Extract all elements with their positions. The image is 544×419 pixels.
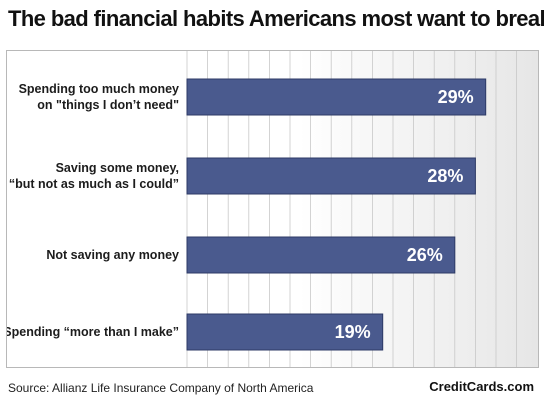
bar-1 bbox=[186, 78, 487, 116]
bar-4 bbox=[186, 313, 384, 351]
chart-title: The bad financial habits Americans most … bbox=[8, 6, 544, 31]
plot-area: 29% Spending too much money on "things I d… bbox=[6, 50, 539, 368]
bar-chart: 29% Spending too much money on "things I d… bbox=[7, 51, 518, 367]
category-label-1-line-1: Spending too much money bbox=[19, 82, 179, 96]
value-label-3: 26% bbox=[407, 245, 443, 265]
source-note: Source: Allianz Life Insurance Company o… bbox=[8, 381, 314, 395]
category-label-3-line-1: Not saving any money bbox=[46, 248, 179, 262]
category-label-1-line-2: on "things I don’t need" bbox=[37, 98, 179, 112]
brand-logo-text: CreditCards.com bbox=[429, 379, 534, 394]
category-label-2-line-2: “but not as much as I could” bbox=[9, 177, 179, 191]
value-label-1: 29% bbox=[438, 87, 474, 107]
category-label-4-line-1: Spending “more than I make” bbox=[7, 325, 179, 339]
category-label-2-line-1: Saving some money, bbox=[56, 161, 179, 175]
value-label-4: 19% bbox=[335, 322, 371, 342]
value-label-2: 28% bbox=[427, 166, 463, 186]
bar-3 bbox=[186, 236, 456, 274]
bar-2 bbox=[186, 157, 476, 195]
